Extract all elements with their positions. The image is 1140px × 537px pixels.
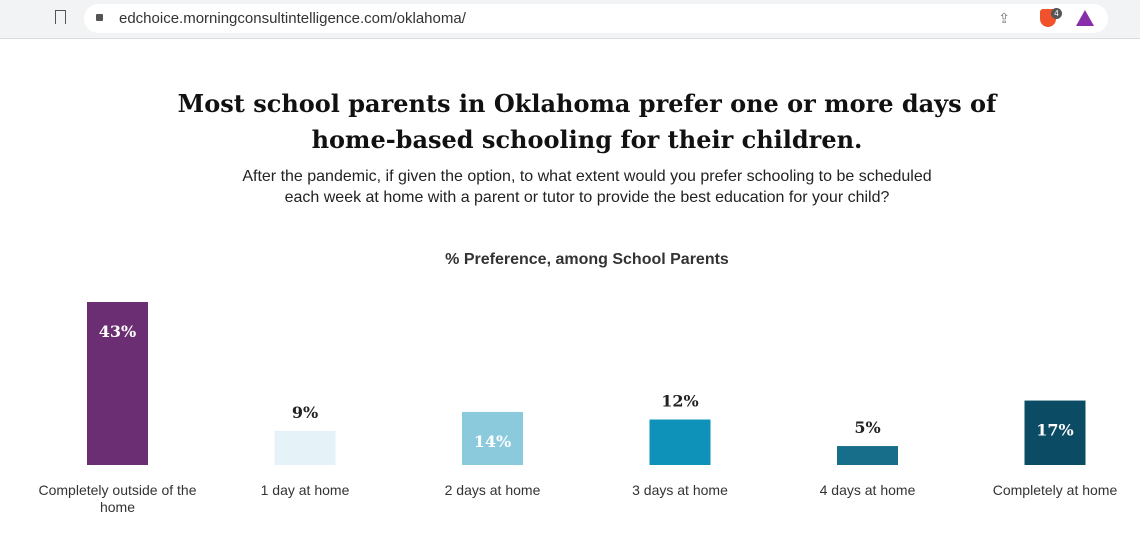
data-label: 14%: [474, 432, 511, 451]
category-label: Completely outside of the: [39, 482, 197, 498]
title-line-1: Most school parents in Oklahoma prefer o…: [177, 89, 997, 118]
bar: [462, 411, 523, 465]
category-label: 1 day at home: [261, 482, 350, 498]
chart-title: % Preference, among School Parents: [445, 251, 729, 268]
data-label: 9%: [292, 403, 318, 422]
category-label: 2 days at home: [445, 482, 541, 498]
aurora-triangle-icon[interactable]: [1076, 10, 1094, 26]
bar: [87, 302, 148, 465]
lock-icon[interactable]: [96, 14, 103, 21]
data-label: 17%: [1036, 421, 1073, 440]
data-label: 12%: [661, 392, 698, 411]
category-label: Completely at home: [993, 482, 1118, 498]
url-text[interactable]: edchoice.morningconsultintelligence.com/…: [119, 10, 466, 27]
data-label: 5%: [854, 418, 880, 437]
subtitle: After the pandemic, if given the option,…: [0, 166, 1140, 208]
bar: [837, 446, 898, 465]
share-icon[interactable]: ⇪: [998, 10, 1010, 26]
bar: [649, 419, 711, 465]
subtitle-line-1: After the pandemic, if given the option,…: [242, 168, 932, 185]
extension-badge: 4: [1051, 8, 1062, 19]
category-label: home: [100, 499, 135, 515]
browser-toolbar: edchoice.morningconsultintelligence.com/…: [0, 0, 1140, 39]
page-title: Most school parents in Oklahoma prefer o…: [0, 86, 1140, 158]
bar: [274, 430, 336, 465]
category-label: 4 days at home: [820, 482, 916, 498]
category-label: 3 days at home: [632, 482, 728, 498]
data-label: 43%: [99, 322, 136, 341]
subtitle-line-2: each week at home with a parent or tutor…: [284, 189, 890, 206]
address-bar[interactable]: edchoice.morningconsultintelligence.com/…: [84, 4, 1108, 33]
bar: [1024, 400, 1086, 465]
title-line-2: home-based schooling for their children.: [311, 125, 863, 154]
bookmark-icon[interactable]: [55, 10, 66, 24]
